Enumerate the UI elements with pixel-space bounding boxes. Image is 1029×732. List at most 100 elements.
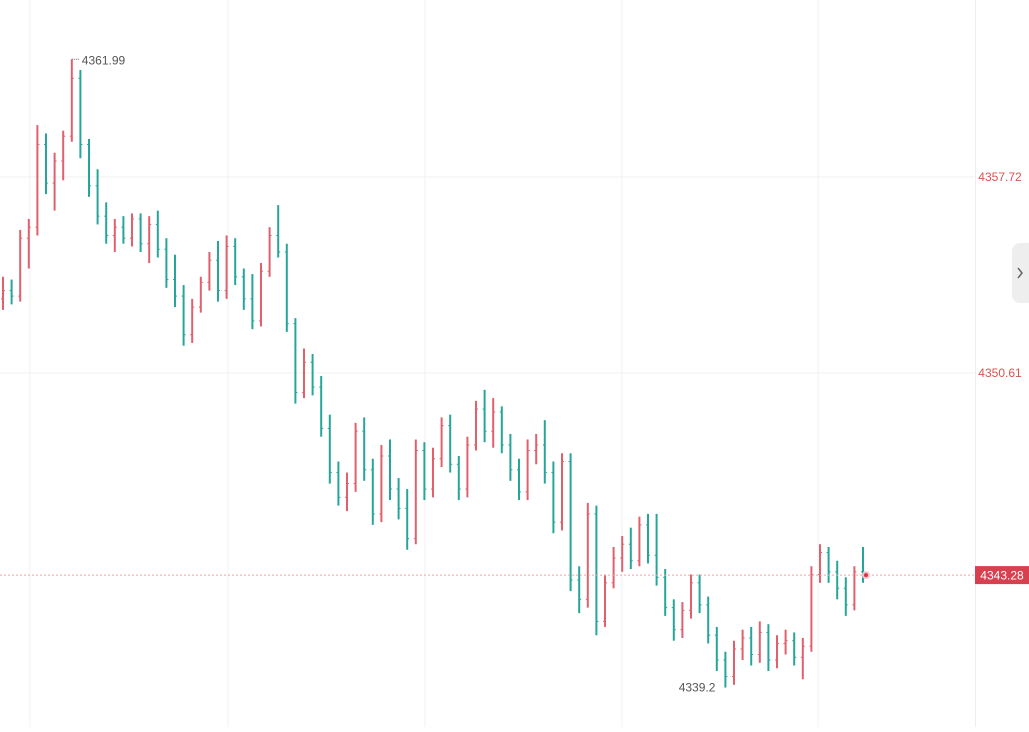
low-label: 4339.2 [679, 681, 716, 695]
ohlc-bar [439, 417, 444, 468]
ohlc-bar [551, 461, 556, 534]
ohlc-bar [130, 213, 134, 247]
ohlc-bar [465, 436, 470, 498]
ohlc-bar [267, 227, 272, 277]
ohlc-bar [517, 458, 521, 501]
ohlc-bar [603, 574, 607, 627]
ohlc-bar [379, 444, 384, 523]
ohlc-bar [499, 406, 504, 454]
ohlc-bar [542, 420, 547, 484]
ohlc-bar [843, 577, 848, 616]
ohlc-bar [413, 439, 418, 545]
ohlc-bar [749, 626, 754, 666]
ohlc-bar [327, 414, 332, 484]
ohlc-bar [164, 238, 169, 288]
ohlc-bar [766, 624, 771, 672]
ohlc-bar [336, 461, 341, 506]
ohlc-bar [26, 218, 31, 269]
ohlc-bar [216, 240, 220, 302]
ohlc-bar [560, 453, 564, 531]
ohlc-bar [448, 414, 453, 473]
ohlc-bar [207, 251, 212, 291]
ohlc-bar [405, 489, 410, 550]
last-price-box [975, 566, 1029, 585]
ohlc-bar [663, 569, 668, 616]
ohlc-bar [474, 400, 478, 451]
ohlc-bar [388, 439, 392, 501]
ohlc-bar [345, 472, 349, 512]
ohlc-bar [1, 276, 5, 310]
ohlc-bar [396, 478, 401, 520]
ohlc-bar [809, 566, 814, 652]
ohlc-bar [508, 433, 513, 481]
ohlc-bar [525, 439, 530, 501]
ohlc-bar [198, 276, 203, 313]
ohlc-bar [654, 513, 659, 586]
ohlc-bar [482, 389, 487, 443]
ohlc-bar [431, 447, 435, 498]
ohlc-bar [456, 455, 461, 501]
side-toggle-tab[interactable] [1012, 243, 1029, 303]
ohlc-bar [568, 453, 573, 592]
ohlc-bar [78, 70, 83, 159]
ohlc-bar [362, 417, 367, 481]
y-tick-label: 4350.61 [978, 366, 1022, 380]
ohlc-bar [680, 602, 685, 638]
ohlc-bar [818, 544, 822, 583]
ohlc-bar [302, 348, 306, 399]
ohlc-bar [250, 274, 255, 330]
ohlc-bar [233, 238, 238, 286]
ohlc-bar [577, 566, 582, 614]
ohlc-bar [293, 318, 298, 404]
ohlc-bar [104, 202, 109, 244]
ohlc-bar [792, 632, 797, 666]
last-price-label: 4343.28 [980, 568, 1024, 582]
ohlc-bar [646, 513, 650, 564]
ohlc-bar [276, 205, 281, 258]
ohlc-bar [835, 560, 840, 600]
ohlc-bar [637, 516, 642, 567]
ohlc-bar [190, 298, 195, 343]
ohlc-bar [353, 422, 358, 492]
ohlc-bar [697, 574, 702, 614]
ohlc-bar [370, 458, 375, 525]
ohlc-bar [422, 442, 427, 501]
ohlc-bar [620, 535, 625, 572]
ohlc-bar [35, 125, 40, 236]
side-toggle[interactable] [1012, 243, 1029, 303]
ohlc-bar [112, 218, 117, 252]
ohlc-bar [61, 130, 66, 181]
ohlc-bar [689, 574, 693, 619]
ohlc-bar [800, 637, 805, 680]
ohlc-bar [121, 216, 126, 244]
ohlc-bar [284, 243, 289, 332]
ohlc-bar [95, 169, 100, 225]
y-tick-label: 4357.72 [978, 170, 1022, 184]
ohlc-bar [611, 546, 616, 589]
ohlc-bar [87, 138, 91, 197]
ohlc-bar [757, 621, 762, 663]
ohlc-bar [585, 502, 590, 608]
ohlc-bar [181, 285, 186, 346]
ohlc-bar [138, 213, 143, 252]
ohlc-bar [310, 353, 315, 396]
ohlc-bar [52, 152, 57, 211]
ohlc-bar [671, 599, 676, 641]
ohlc-bar [259, 263, 263, 327]
chevron-icon[interactable] [1017, 267, 1023, 279]
ohlc-bar [723, 651, 728, 688]
ohlc-bar [594, 505, 599, 636]
last-price-dot [864, 573, 868, 578]
ohlc-bar [69, 59, 74, 142]
ohlc-bar [740, 629, 745, 661]
ohlc-bar [826, 546, 831, 583]
ohlc-bar [491, 398, 496, 448]
ohlc-bar [714, 626, 719, 672]
ohlc-bar [534, 433, 539, 465]
ohlc-bar [628, 527, 633, 570]
ohlc-bar [319, 376, 324, 437]
ohlc-bar [732, 640, 736, 685]
ohlc-bar [224, 235, 229, 299]
